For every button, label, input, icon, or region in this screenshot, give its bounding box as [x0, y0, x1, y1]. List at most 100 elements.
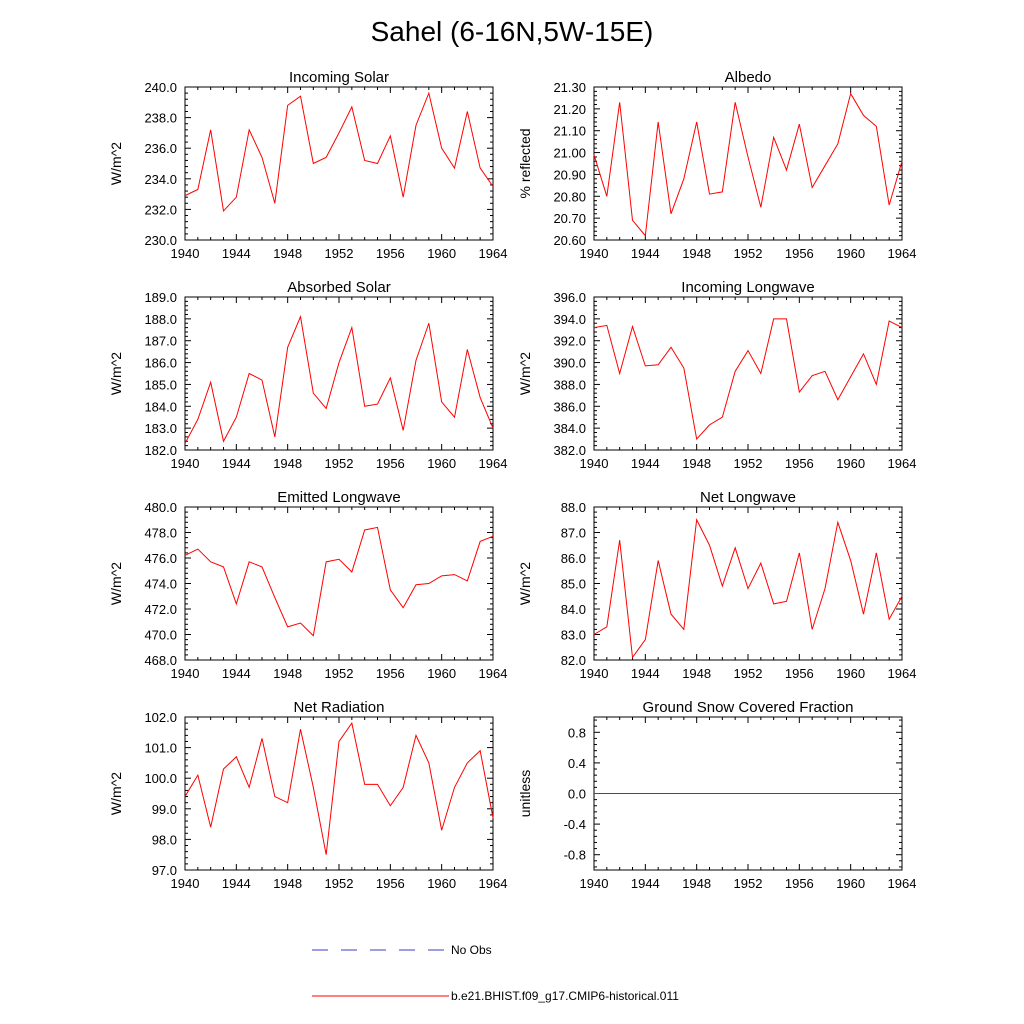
x-tick-label: 1964 — [479, 666, 508, 681]
y-tick-label: 474.0 — [144, 577, 177, 592]
y-tick-label: 20.80 — [553, 189, 586, 204]
y-tick-label: 20.90 — [553, 167, 586, 182]
y-axis-label: W/m^2 — [517, 352, 533, 395]
x-tick-label: 1960 — [427, 456, 456, 471]
panel-title: Incoming Solar — [289, 69, 389, 86]
x-tick-label: 1940 — [171, 666, 200, 681]
x-tick-label: 1952 — [325, 456, 354, 471]
panel-absorbed-solar: Absorbed Solar W/m^2 1940 1944 1948 1952 1956 1… — [108, 279, 507, 471]
x-tick-label: 1964 — [888, 246, 917, 261]
y-tick-label: 85.0 — [561, 577, 586, 592]
y-tick-label: -0.4 — [564, 817, 586, 832]
x-tick-label: 1948 — [273, 456, 302, 471]
x-tick-label: 1960 — [427, 876, 456, 891]
y-tick-label: 396.0 — [553, 290, 586, 305]
y-tick-label: 384.0 — [553, 421, 586, 436]
y-tick-label: 84.0 — [561, 602, 586, 617]
y-axis-label: % reflected — [517, 128, 533, 198]
x-tick-label: 1952 — [734, 876, 763, 891]
series-line-model — [593, 518, 903, 659]
x-tick-label: 1948 — [273, 666, 302, 681]
x-tick-label: 1948 — [682, 456, 711, 471]
panel-title: Ground Snow Covered Fraction — [643, 699, 854, 716]
y-tick-label: 88.0 — [561, 500, 586, 515]
x-tick-label: 1948 — [273, 246, 302, 261]
y-tick-label: 388.0 — [553, 377, 586, 392]
y-tick-label: 392.0 — [553, 334, 586, 349]
x-tick-label: 1960 — [427, 666, 456, 681]
y-tick-label: 86.0 — [561, 551, 586, 566]
y-tick-label: 188.0 — [144, 312, 177, 327]
x-tick-label: 1952 — [325, 876, 354, 891]
x-tick-label: 1960 — [836, 666, 865, 681]
y-tick-label: 101.0 — [144, 741, 177, 756]
x-tick-label: 1940 — [580, 456, 609, 471]
y-tick-label: 20.70 — [553, 211, 586, 226]
series-line-model — [593, 92, 903, 237]
x-tick-label: 1956 — [785, 456, 814, 471]
series-line-model — [184, 526, 494, 637]
panel-incoming-longwave: Incoming Longwave W/m^2 1940 1944 1948 1952 19… — [517, 279, 916, 471]
x-tick-label: 1956 — [376, 666, 405, 681]
x-tick-label: 1944 — [631, 456, 660, 471]
panel-title: Incoming Longwave — [681, 279, 814, 296]
x-tick-label: 1944 — [222, 246, 251, 261]
x-tick-label: 1960 — [836, 876, 865, 891]
y-tick-label: 21.10 — [553, 124, 586, 139]
series-line-model — [184, 721, 494, 855]
y-axis-label: W/m^2 — [108, 772, 124, 815]
x-tick-label: 1944 — [631, 876, 660, 891]
y-tick-label: 183.0 — [144, 421, 177, 436]
y-tick-label: 186.0 — [144, 356, 177, 371]
x-tick-label: 1944 — [631, 666, 660, 681]
y-tick-label: 100.0 — [144, 771, 177, 786]
y-tick-label: 390.0 — [553, 356, 586, 371]
panel-emitted-longwave: Emitted Longwave W/m^2 1940 1944 1948 1952 195… — [108, 489, 507, 681]
x-tick-label: 1960 — [836, 456, 865, 471]
x-tick-label: 1964 — [888, 666, 917, 681]
x-tick-label: 1940 — [171, 876, 200, 891]
x-tick-label: 1956 — [376, 246, 405, 261]
y-tick-label: 182.0 — [144, 443, 177, 458]
y-tick-label: 470.0 — [144, 628, 177, 643]
y-tick-label: 480.0 — [144, 500, 177, 515]
series-line-model — [184, 91, 494, 213]
panel-title: Absorbed Solar — [287, 279, 390, 296]
panel-incoming-solar: Incoming Solar W/m^2 1940 1944 1948 1952 1956 1… — [108, 69, 507, 261]
x-tick-label: 1948 — [682, 876, 711, 891]
panel-net-radiation: Net Radiation W/m^2 1940 1944 1948 1952 1956 19… — [108, 699, 507, 891]
series-line-model — [593, 318, 903, 441]
x-tick-label: 1960 — [427, 246, 456, 261]
legend-label-no-obs: No Obs — [451, 943, 492, 957]
y-tick-label: 87.0 — [561, 526, 586, 541]
y-tick-label: -0.8 — [564, 848, 586, 863]
x-tick-label: 1952 — [734, 456, 763, 471]
x-tick-label: 1956 — [376, 456, 405, 471]
panel-title: Net Radiation — [294, 699, 385, 716]
y-tick-label: 394.0 — [553, 312, 586, 327]
x-tick-label: 1952 — [734, 666, 763, 681]
y-tick-label: 230.0 — [144, 233, 177, 248]
plot-frame — [184, 86, 494, 241]
x-tick-label: 1964 — [479, 456, 508, 471]
x-tick-label: 1956 — [376, 876, 405, 891]
x-tick-label: 1956 — [785, 666, 814, 681]
panel-title: Emitted Longwave — [277, 489, 400, 506]
y-tick-label: 20.60 — [553, 233, 586, 248]
y-tick-label: 468.0 — [144, 653, 177, 668]
y-tick-label: 478.0 — [144, 526, 177, 541]
y-tick-label: 472.0 — [144, 602, 177, 617]
y-tick-label: 21.20 — [553, 102, 586, 117]
legend-label-model: b.e21.BHIST.f09_g17.CMIP6-historical.011 — [451, 989, 679, 1003]
x-tick-label: 1940 — [171, 456, 200, 471]
x-tick-label: 1964 — [479, 246, 508, 261]
y-tick-label: 234.0 — [144, 172, 177, 187]
plot-frame — [593, 86, 903, 241]
y-axis-label: W/m^2 — [108, 562, 124, 605]
y-tick-label: 232.0 — [144, 202, 177, 217]
figure-title: Sahel (6-16N,5W-15E) — [371, 16, 654, 47]
y-tick-label: 98.0 — [152, 832, 177, 847]
panel-ground-snow-covered-fraction: Ground Snow Covered Fraction unitless 1940… — [517, 699, 916, 891]
x-tick-label: 1944 — [222, 456, 251, 471]
y-tick-label: 187.0 — [144, 334, 177, 349]
